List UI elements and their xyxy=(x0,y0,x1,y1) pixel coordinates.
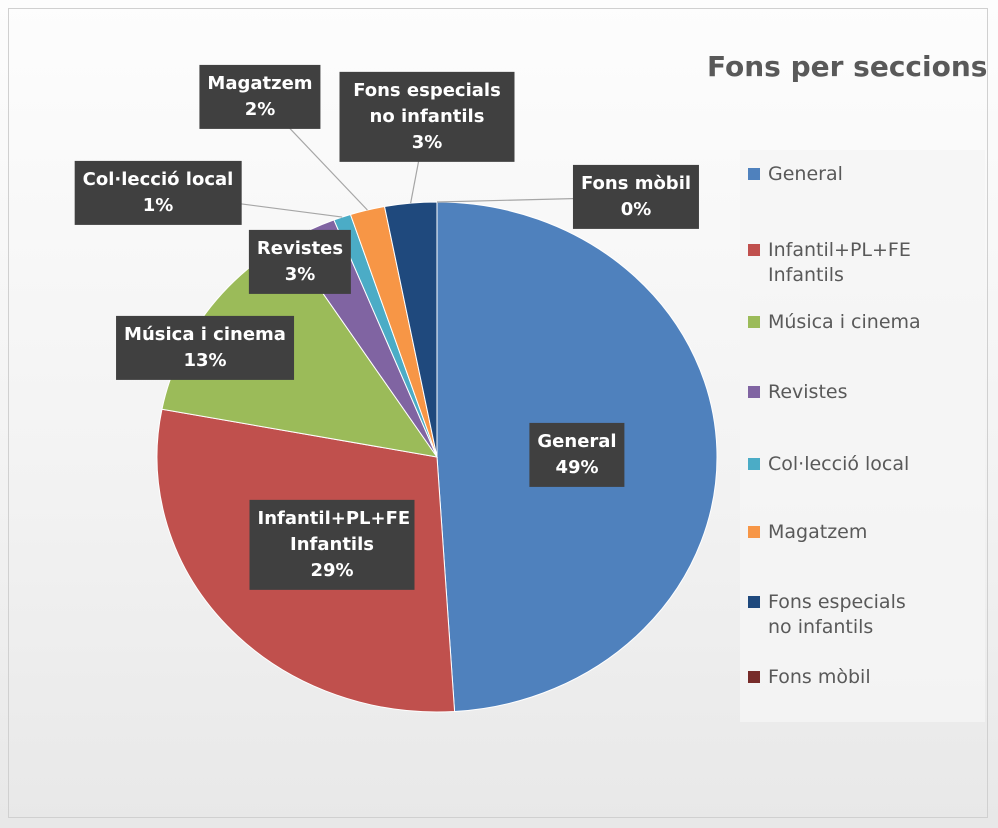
legend-label: Fons mòbil xyxy=(768,666,871,688)
data-label: Revistes 3% xyxy=(248,229,352,295)
legend-label: Col·lecció local xyxy=(768,453,910,475)
legend-label: Música i cinema xyxy=(768,311,921,333)
legend-swatch xyxy=(748,671,760,683)
legend-item: General xyxy=(748,162,968,187)
legend: General Infantil+PL+FE Infantils Música i … xyxy=(740,150,985,722)
legend-swatch xyxy=(748,458,760,470)
legend-item: Música i cinema xyxy=(748,310,968,335)
data-label-name: Fons mòbil xyxy=(580,172,692,194)
data-label: Col·lecció local 1% xyxy=(74,160,242,226)
data-label-name: Col·lecció local xyxy=(82,168,234,190)
legend-swatch xyxy=(748,596,760,608)
data-label-name: Revistes xyxy=(256,237,344,259)
legend-swatch xyxy=(748,168,760,180)
legend-label: Magatzem xyxy=(768,521,868,543)
chart-title: Fons per seccions xyxy=(707,50,988,83)
data-label-value: 3% xyxy=(284,264,316,285)
data-label-value: 29% xyxy=(310,560,354,582)
data-label: Fons especials no infantils 3% xyxy=(339,71,515,163)
legend-item: Infantil+PL+FE Infantils xyxy=(748,238,928,287)
legend-label: Revistes xyxy=(768,381,848,403)
data-label-name: Infantil+PL+FE Infantils xyxy=(257,507,411,555)
data-label: Fons mòbil 0% xyxy=(572,164,700,230)
data-label-name: Magatzem xyxy=(207,72,313,94)
data-label: General 49% xyxy=(529,422,625,488)
data-label-value: 13% xyxy=(183,350,227,371)
data-label-name: General xyxy=(537,430,617,452)
legend-swatch xyxy=(748,386,760,398)
data-label-value: 49% xyxy=(555,457,599,478)
data-label-value: 1% xyxy=(142,195,174,216)
data-label-name: Música i cinema xyxy=(124,323,286,345)
legend-label: Infantil+PL+FE Infantils xyxy=(768,239,911,286)
data-label-value: 0% xyxy=(620,199,652,220)
data-label: Música i cinema 13% xyxy=(116,315,294,381)
legend-item: Fons mòbil xyxy=(748,665,968,690)
legend-label: Fons especials no infantils xyxy=(768,591,906,638)
legend-swatch xyxy=(748,244,760,256)
legend-swatch xyxy=(748,526,760,538)
legend-item: Fons especials no infantils xyxy=(748,590,928,639)
legend-swatch xyxy=(748,316,760,328)
legend-item: Col·lecció local xyxy=(748,452,968,477)
legend-item: Revistes xyxy=(748,380,968,405)
data-label-value: 2% xyxy=(244,99,276,120)
data-label-name: Fons especials no infantils xyxy=(353,79,501,127)
legend-label: General xyxy=(768,163,843,185)
legend-item: Magatzem xyxy=(748,520,968,545)
data-label: Infantil+PL+FE Infantils 29% xyxy=(249,499,415,591)
data-label-value: 3% xyxy=(411,132,443,154)
chart-frame xyxy=(8,8,988,818)
data-label: Magatzem 2% xyxy=(199,64,321,130)
